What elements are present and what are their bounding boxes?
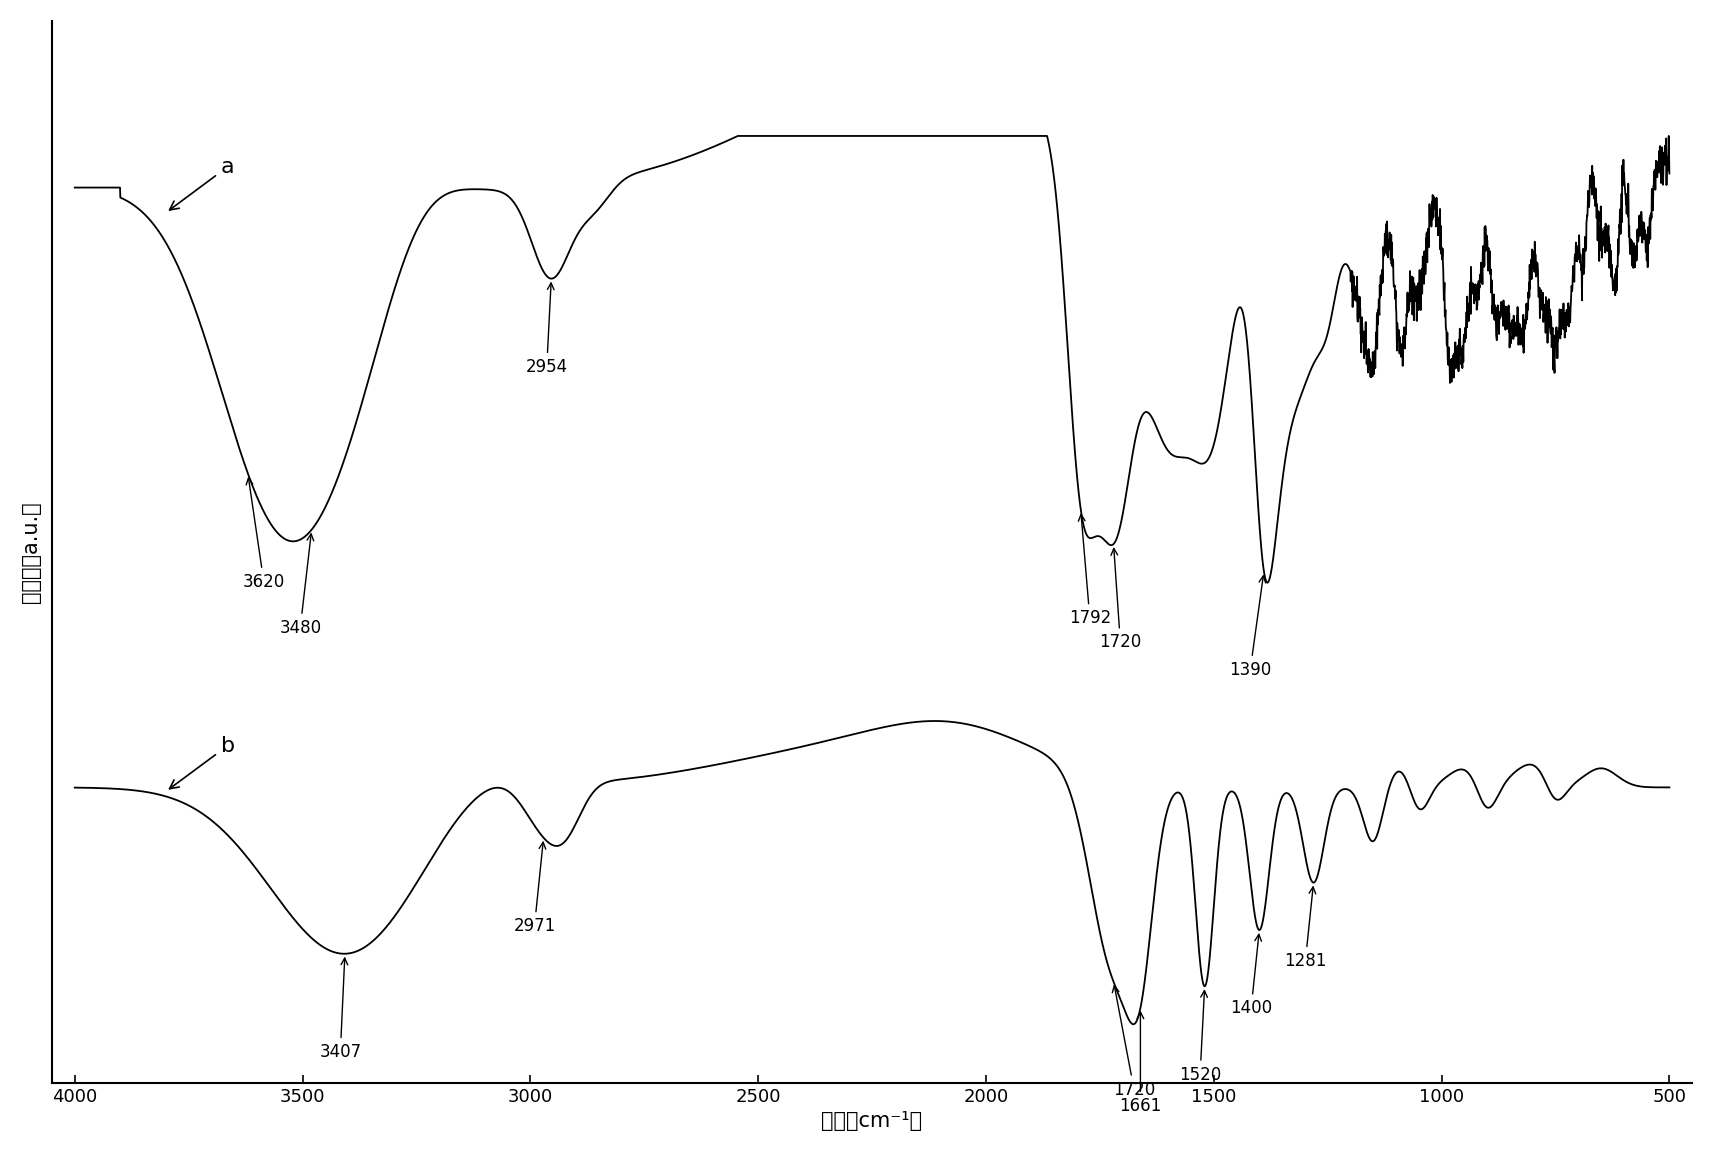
X-axis label: 波数（cm⁻¹）: 波数（cm⁻¹）	[822, 1112, 923, 1131]
Text: b: b	[170, 736, 235, 789]
Text: 1792: 1792	[1069, 514, 1112, 628]
Text: 1661: 1661	[1119, 1013, 1161, 1115]
Text: 1720: 1720	[1112, 986, 1155, 1099]
Text: 3407: 3407	[319, 958, 361, 1061]
Text: 1390: 1390	[1230, 576, 1271, 679]
Text: 1400: 1400	[1230, 934, 1273, 1017]
Text: 1281: 1281	[1285, 887, 1326, 970]
Text: 3480: 3480	[279, 533, 322, 637]
Y-axis label: 透过率（a.u.）: 透过率（a.u.）	[21, 501, 41, 602]
Text: 2971: 2971	[514, 842, 555, 935]
Text: 2954: 2954	[526, 283, 567, 376]
Text: 1720: 1720	[1100, 548, 1141, 652]
Text: 1520: 1520	[1179, 991, 1221, 1084]
Text: 3620: 3620	[243, 478, 284, 591]
Text: a: a	[170, 157, 235, 210]
